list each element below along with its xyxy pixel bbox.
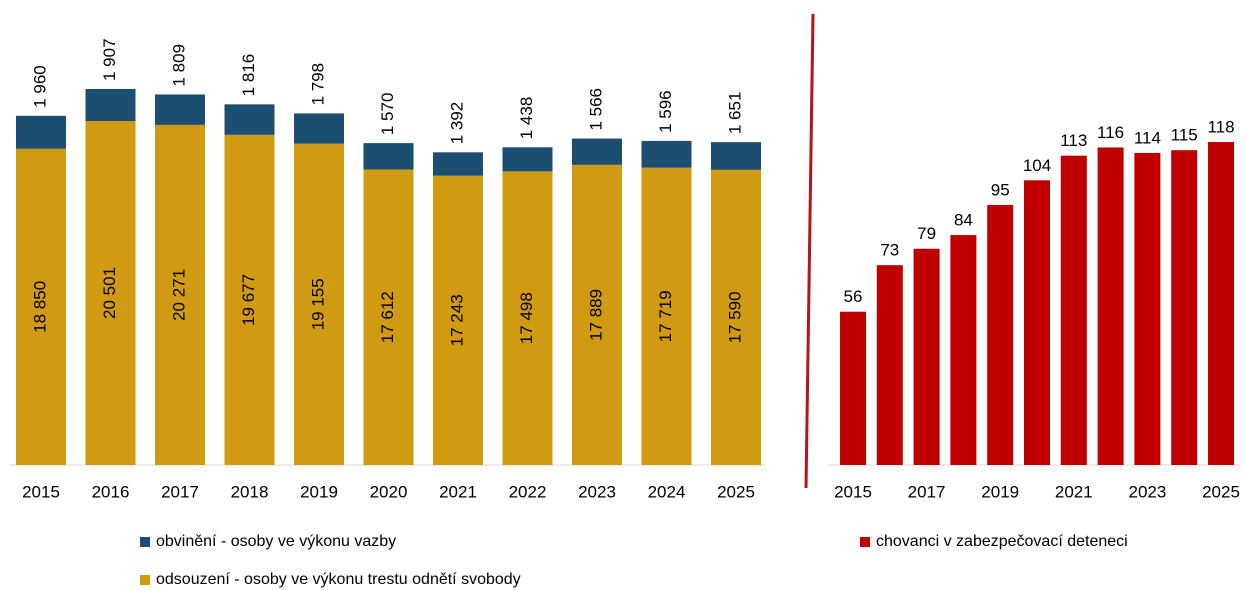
bar-segment xyxy=(433,175,483,465)
value-label: 95 xyxy=(991,180,1010,199)
bar xyxy=(840,311,866,465)
x-tick-label: 2017 xyxy=(908,482,946,501)
x-tick-label: 2022 xyxy=(509,482,547,501)
value-label: 1 570 xyxy=(378,93,397,136)
value-label: 17 590 xyxy=(725,291,744,343)
bar-segment xyxy=(155,94,205,125)
value-label: 116 xyxy=(1097,123,1124,142)
bar xyxy=(1134,152,1161,465)
bar-segment xyxy=(224,134,275,465)
bar-segment xyxy=(85,89,136,121)
value-label: 114 xyxy=(1134,128,1161,147)
bar xyxy=(913,248,940,465)
value-label: 19 155 xyxy=(308,278,327,330)
value-label: 104 xyxy=(1023,156,1051,175)
bar xyxy=(987,204,1014,465)
bar xyxy=(1208,142,1234,465)
bar-segment xyxy=(85,120,136,465)
bar-segment xyxy=(572,138,622,165)
x-tick-label: 2020 xyxy=(370,482,408,501)
bar xyxy=(1060,155,1087,465)
legend-swatch xyxy=(140,537,150,547)
value-label: 1 566 xyxy=(586,88,605,131)
bar xyxy=(1097,147,1124,465)
x-tick-label: 2016 xyxy=(92,482,130,501)
bar-segment xyxy=(641,140,692,168)
bar-segment xyxy=(363,143,414,170)
x-tick-label: 2015 xyxy=(22,482,60,501)
bar-segment xyxy=(433,152,483,176)
value-label: 17 612 xyxy=(378,291,397,343)
value-label: 20 271 xyxy=(169,269,188,321)
bar xyxy=(950,235,977,465)
value-label: 17 889 xyxy=(586,289,605,341)
bar-segment xyxy=(711,142,761,170)
bar-segment xyxy=(16,115,66,149)
value-label: 17 719 xyxy=(656,290,675,342)
bar xyxy=(1024,180,1050,466)
x-tick-label: 2019 xyxy=(981,482,1019,501)
legend-label: obvinění - osoby ve výkonu vazby xyxy=(156,533,396,550)
value-label: 1 651 xyxy=(725,92,744,135)
bar-segment xyxy=(502,171,553,465)
value-label: 56 xyxy=(844,287,863,306)
x-tick-label: 2018 xyxy=(231,482,269,501)
bar-segment xyxy=(294,143,344,466)
bar-segment xyxy=(711,169,761,465)
bar-segment xyxy=(16,148,66,465)
value-label: 73 xyxy=(880,241,899,260)
value-label: 1 438 xyxy=(517,97,536,140)
value-label: 1 809 xyxy=(169,44,188,87)
bar-segment xyxy=(363,169,414,466)
x-tick-label: 2021 xyxy=(439,482,477,501)
separator xyxy=(804,13,815,489)
x-tick-label: 2015 xyxy=(834,482,872,501)
x-tick-label: 2023 xyxy=(1128,482,1166,501)
x-tick-label: 2024 xyxy=(648,482,686,501)
value-label: 113 xyxy=(1060,131,1087,150)
legend-swatch xyxy=(140,575,150,585)
bar xyxy=(876,265,903,465)
value-label: 1 392 xyxy=(447,102,466,145)
value-label: 1 907 xyxy=(100,38,119,81)
value-label: 19 677 xyxy=(239,274,258,326)
value-label: 1 960 xyxy=(30,65,49,108)
x-tick-label: 2021 xyxy=(1055,482,1093,501)
value-label: 84 xyxy=(954,211,973,230)
value-label: 18 850 xyxy=(30,281,49,333)
value-label: 118 xyxy=(1207,117,1234,136)
value-label: 17 243 xyxy=(447,294,466,346)
x-tick-label: 2019 xyxy=(300,482,338,501)
bar-segment xyxy=(502,147,553,172)
legend-label: chovanci v zabezpečovací deteneci xyxy=(876,533,1128,550)
bar-segment xyxy=(224,104,275,135)
x-tick-label: 2023 xyxy=(578,482,616,501)
value-label: 20 501 xyxy=(100,267,119,319)
x-tick-label: 2025 xyxy=(1202,482,1240,501)
legend-label: odsouzení - osoby ve výkonu trestu odnět… xyxy=(156,571,521,588)
bar-segment xyxy=(572,164,622,465)
legend-swatch xyxy=(860,537,870,547)
value-label: 115 xyxy=(1171,126,1198,145)
bar-segment xyxy=(155,124,205,465)
value-label: 1 596 xyxy=(656,90,675,133)
value-label: 1 816 xyxy=(239,54,258,97)
bar-segment xyxy=(641,167,692,465)
bar xyxy=(1171,150,1198,466)
value-label: 1 798 xyxy=(308,63,327,106)
x-tick-label: 2025 xyxy=(717,482,755,501)
bar-segment xyxy=(294,113,344,144)
x-tick-label: 2017 xyxy=(161,482,199,501)
value-label: 17 498 xyxy=(517,292,536,344)
value-label: 79 xyxy=(917,224,936,243)
